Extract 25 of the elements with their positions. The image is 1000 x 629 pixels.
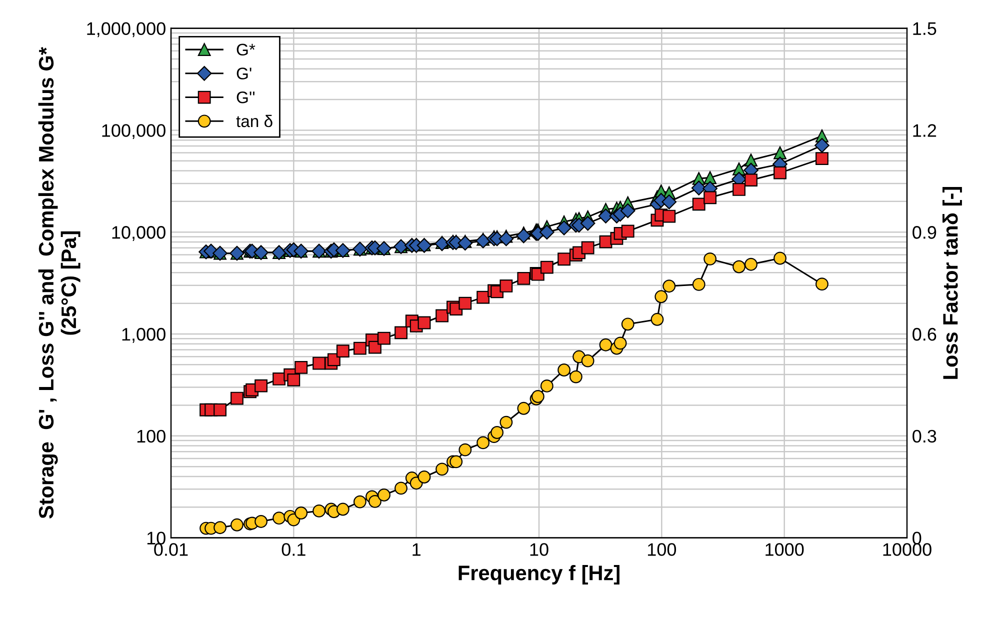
y2-tick-label: 1.2 bbox=[913, 124, 936, 137]
y-tick-label: 100,000 bbox=[102, 124, 166, 140]
x-tick-label: 10 bbox=[530, 543, 548, 556]
y2-tick-label: 1.5 bbox=[913, 22, 936, 36]
y-tick-label: 10,000 bbox=[112, 226, 166, 241]
legend-label: tan δ bbox=[236, 114, 272, 128]
y2-tick-label: 0.3 bbox=[912, 430, 936, 443]
x-tick-label: 0.01 bbox=[154, 543, 188, 556]
y-tick-label: 10 bbox=[147, 532, 166, 545]
y-tick-label: 1,000,000 bbox=[87, 22, 166, 38]
y2-axis-title: Loss Factor tanδ [-] bbox=[942, 187, 962, 379]
legend-label: G' bbox=[236, 68, 252, 80]
x-tick-label: 0.1 bbox=[282, 543, 306, 556]
legend-label: G* bbox=[236, 44, 256, 56]
x-tick-label: 100 bbox=[648, 543, 676, 556]
x-tick-label: 1000 bbox=[766, 543, 804, 556]
y-tick-label: 1,000 bbox=[122, 328, 166, 343]
y-tick-label: 100 bbox=[137, 430, 166, 443]
y2-tick-label: 0.6 bbox=[912, 328, 936, 341]
x-tick-label: 1 bbox=[412, 543, 420, 556]
y2-tick-label: 0.9 bbox=[912, 226, 936, 239]
x-tick-label: 10000 bbox=[883, 543, 932, 556]
y-axis-title: Storage G' , Loss G'' and Complex Modulus G* (25°C) [Pa] bbox=[38, 47, 80, 518]
legend-label: G'' bbox=[236, 91, 254, 104]
x-axis-title: Frequency f [Hz] bbox=[458, 565, 620, 584]
